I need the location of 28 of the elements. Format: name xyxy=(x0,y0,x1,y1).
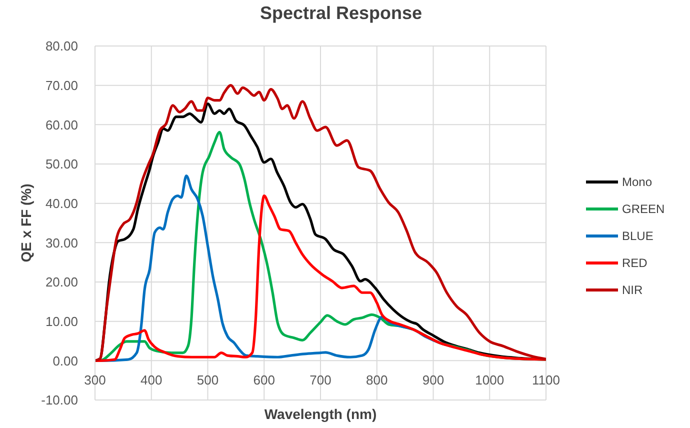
y-tick-label: 80.00 xyxy=(45,38,78,54)
x-tick-label: 500 xyxy=(196,372,219,388)
x-tick-label: 700 xyxy=(310,372,332,388)
y-tick-label: 70.00 xyxy=(45,78,78,93)
y-tick-label: 40.00 xyxy=(45,196,78,211)
y-tick-label: 20.00 xyxy=(45,274,78,290)
x-tick-label: 1000 xyxy=(475,372,504,388)
x-tick-label: 300 xyxy=(84,372,106,388)
legend-label: Mono xyxy=(622,174,652,188)
y-tick-label: 0.00 xyxy=(52,353,78,368)
x-tick-label: 600 xyxy=(253,372,275,388)
y-tick-label: 50.00 xyxy=(45,156,78,172)
legend-label: RED xyxy=(622,256,648,270)
chart-title: Spectral Response xyxy=(258,3,424,24)
y-tick-label: 10.00 xyxy=(45,314,78,329)
x-tick-label: 900 xyxy=(422,372,444,388)
legend-label: GREEN xyxy=(622,202,665,216)
y-tick-label: 30.00 xyxy=(45,235,78,250)
x-tick-label: 800 xyxy=(366,372,388,388)
x-axis-title: Wavelength (nm) xyxy=(264,406,377,422)
y-tick-label: 60.00 xyxy=(45,117,78,132)
y-axis-title: QE x FF (%) xyxy=(18,184,34,262)
legend-label: BLUE xyxy=(622,228,654,242)
x-tick-label: 1100 xyxy=(532,372,560,388)
x-tick-label: 400 xyxy=(140,372,162,388)
legend-label: NIR xyxy=(622,282,643,296)
line-series xyxy=(95,194,546,362)
y-tick-label: -10.00 xyxy=(41,392,78,408)
